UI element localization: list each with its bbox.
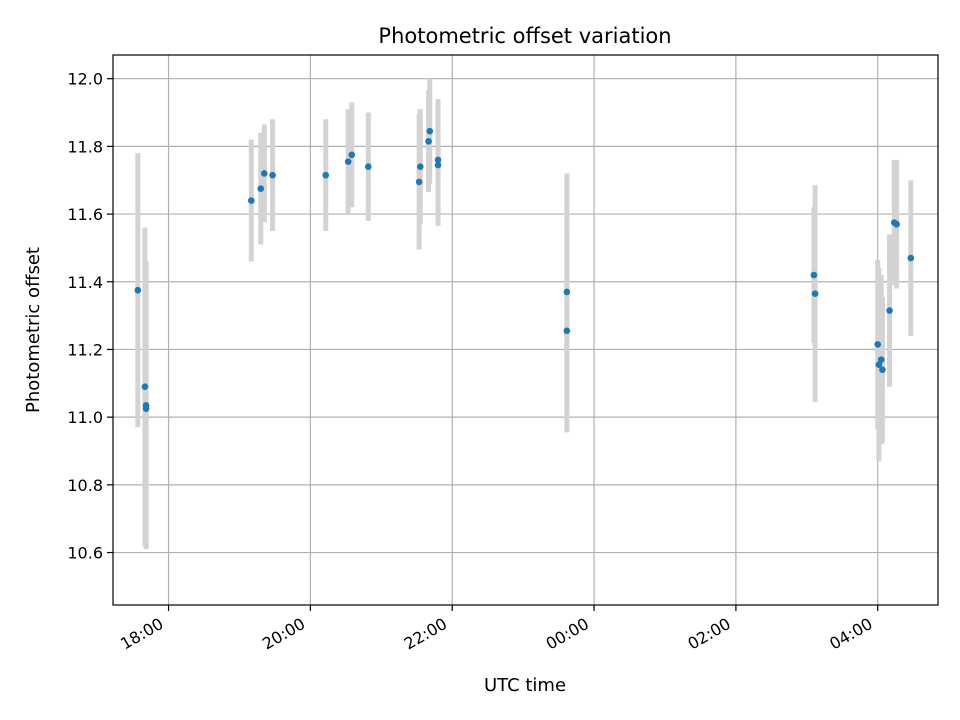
data-point (348, 151, 356, 159)
y-tick-label: 12.0 (67, 70, 103, 89)
x-axis-title: UTC time (484, 675, 566, 696)
data-point (142, 405, 150, 412)
y-tick-label: 11.4 (67, 273, 103, 292)
data-point (907, 254, 915, 262)
data-point (260, 170, 268, 177)
data-point (434, 156, 442, 164)
data-point (874, 341, 882, 348)
data-point (344, 158, 352, 165)
data-point (434, 161, 442, 169)
y-tick-label: 11.0 (67, 408, 103, 427)
y-axis-title: Photometric offset (23, 247, 44, 413)
data-point (563, 327, 571, 335)
data-point (810, 271, 818, 279)
data-point (893, 220, 900, 228)
chart-title: Photometric offset variation (378, 24, 671, 48)
data-point (322, 171, 330, 179)
data-point (365, 163, 372, 170)
data-point (417, 163, 424, 170)
data-point (257, 185, 265, 192)
data-point (247, 197, 255, 204)
data-point (141, 383, 149, 390)
data-points (134, 127, 915, 412)
data-point (425, 138, 432, 145)
data-point (415, 178, 423, 186)
plot-frame (112, 54, 939, 606)
y-tick-label: 10.6 (67, 544, 103, 563)
y-axis-ticks: 10.6 10.8 11.0 11.2 11.4 11.6 11.8 12.0 (67, 70, 113, 563)
data-point (877, 356, 885, 363)
data-point (563, 288, 571, 296)
y-tick-label: 11.2 (67, 340, 103, 359)
data-point (134, 286, 142, 294)
data-point (875, 361, 883, 368)
data-point (879, 366, 886, 374)
data-point (269, 171, 276, 179)
data-point (811, 290, 819, 297)
data-point (886, 307, 893, 314)
y-tick-label: 11.8 (67, 137, 103, 156)
y-tick-label: 11.6 (67, 205, 103, 224)
y-tick-label: 10.8 (67, 476, 103, 495)
data-point (426, 127, 434, 135)
